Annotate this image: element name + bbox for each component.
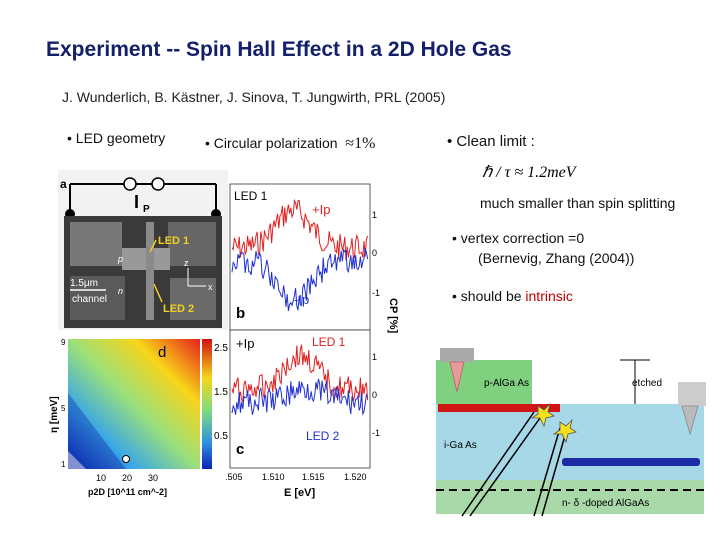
axis-n-label: n (118, 286, 123, 296)
panel-c-label: c (236, 441, 244, 458)
axis-p-label: p (117, 254, 123, 264)
panel-b-plus-trace (231, 198, 369, 261)
heatmap-xtick: 20 (122, 473, 132, 483)
device-panel-label: a (60, 177, 67, 191)
panel-c-ytick: 0 (372, 390, 377, 400)
heatmap-xtick: 30 (148, 473, 158, 483)
spectra-xtick: 1.510 (262, 472, 285, 482)
heatmap-ytick: 9 (61, 338, 66, 347)
scale-label: 1.5μm (70, 278, 98, 289)
heatmap-xtick: 10 (96, 473, 106, 483)
panel-c-bottom-led-label: LED 2 (306, 429, 340, 443)
i-layer-label: i-Ga As (444, 440, 477, 451)
channel-label: channel (72, 294, 107, 305)
spectra-xtick: 1.520 (344, 472, 367, 482)
axis-z-label: z (184, 258, 189, 268)
panel-b-minus-trace (231, 247, 369, 311)
vertex-citation: (Bernevig, Zhang (2004)) (478, 250, 635, 266)
reference: J. Wunderlich, B. Kästner, J. Sinova, T.… (62, 89, 446, 105)
panel-b-led-label: LED 1 (234, 189, 268, 203)
heatmap-ytick: 5 (61, 404, 66, 413)
axis-x-label: x (208, 282, 213, 292)
heatmap-ylabel: η [meV] (49, 396, 60, 433)
heatmap-panel-label: d (158, 344, 166, 361)
colorbar-tick: 1.5 (214, 387, 228, 398)
panel-b-minus-label: -Ip (294, 292, 309, 307)
panel-c-ytick: 1 (372, 352, 377, 362)
led2-label: LED 2 (163, 303, 194, 315)
spectra-xtick: 1.515 (302, 472, 325, 482)
spectra-xtick: 1.505 (226, 472, 243, 482)
panel-c-led-label: LED 1 (312, 335, 346, 349)
panel-c-plus-label: +Ip (236, 336, 254, 351)
spectra-figure: LED 1 +Ip -Ip b +Ip LED 1 LED 2 c 1 0 -1… (226, 183, 399, 499)
n-layer-label: n- δ -doped AlGaAs (562, 498, 649, 509)
slide-title: Experiment -- Spin Hall Effect in a 2D H… (46, 38, 512, 61)
heatmap-xlabel: p2D [10^11 cm^-2] (88, 487, 167, 497)
polarization-value: ≈1% (345, 135, 376, 152)
device-image: a I P LED 1 LED 2 1.5μm channel p n x z (58, 170, 228, 330)
panel-c-ytick: -1 (372, 428, 380, 438)
heatmap-figure: d 2.5 1.5 0.5 9 5 1 η [meV] 10 20 30 p2D… (49, 338, 228, 497)
led1-label: LED 1 (158, 235, 189, 247)
panel-b-ytick: -1 (372, 288, 380, 298)
spin-splitting-text: much smaller than spin splitting (480, 195, 676, 211)
panel-c-plus-trace (231, 344, 369, 403)
etched-label: etched (632, 378, 662, 389)
panel-b-ytick: 1 (372, 210, 377, 220)
bullet-circular-polarization: • Circular polarization ≈1% (205, 135, 376, 152)
colorbar-tick: 2.5 (214, 343, 228, 354)
colorbar-tick: 0.5 (214, 431, 228, 442)
panel-c-minus-trace (231, 378, 369, 416)
heatmap-ytick: 1 (61, 460, 66, 469)
spectra-ylabel: CP [%] (387, 298, 399, 334)
bullet-led-geometry: • LED geometry (67, 130, 166, 146)
spectra-xlabel: E [eV] (284, 487, 316, 499)
panel-b-label: b (236, 305, 245, 322)
current-label: I (134, 192, 139, 212)
bullet-intrinsic: • should be intrinsic (452, 288, 573, 304)
panel-b-ytick: 0 (372, 248, 377, 258)
intrinsic-word: intrinsic (525, 288, 573, 304)
current-sub: P (143, 204, 150, 215)
bullet-clean-limit: • Clean limit : (447, 133, 535, 150)
clean-limit-formula: ℏ / τ ≈ 1.2meV (482, 164, 576, 181)
bullet-vertex-correction: • vertex correction =0 (452, 230, 585, 246)
panel-b-plus-label: +Ip (312, 202, 330, 217)
p-layer-label: p-AlGa As (484, 378, 529, 389)
heterostructure-diagram: p-AlGa As i-Ga As n- δ -doped AlGaAs etc… (436, 348, 706, 517)
